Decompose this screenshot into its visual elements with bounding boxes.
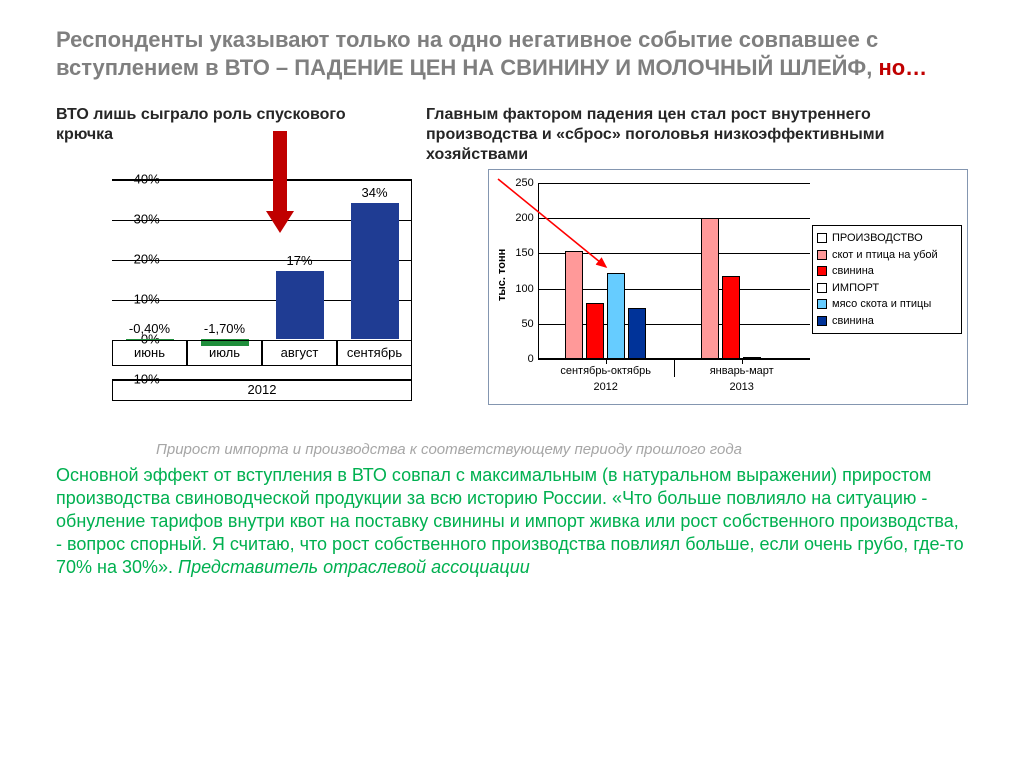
data-label: -1,70% [204,321,245,336]
caption-left: ВТО лишь сыграло роль спускового крючка [56,105,386,165]
arrow-diag-icon [488,169,688,314]
x-subcategory: 2013 [729,381,753,393]
data-label: 17% [286,253,312,268]
y-tick-label: 20% [134,252,160,267]
y-tick-label: 10% [134,292,160,307]
bar [276,271,324,339]
bar [764,358,782,360]
x-category: июль [187,340,262,366]
x-category: январь-март [710,365,774,377]
charts-row: -10%0%10%20%30%40%-0,40%-1,70%17%34%июнь… [56,169,968,439]
x-category: август [262,340,337,366]
bar [351,203,399,339]
bar [628,308,646,359]
body-attribution: Представитель отраслевой ассоциации [178,557,530,577]
right-bar-chart: 050100150200250тыс. тоннсентябрь-октябрь… [488,169,968,439]
bar [743,357,761,359]
data-label: -0,40% [129,321,170,336]
x-subcategory: 2012 [593,381,617,393]
legend-item: мясо скота и птицы [817,296,957,313]
left-bar-chart: -10%0%10%20%30%40%-0,40%-1,70%17%34%июнь… [56,169,468,439]
headline: Респонденты указывают только на одно нег… [56,26,968,81]
headline-no: но… [878,55,927,80]
legend-item: скот и птица на убой [817,247,957,264]
y-tick-label: 0 [502,353,534,365]
x-category: сентябрь-октябрь [560,365,651,377]
caption-right: Главным фактором падения цен стал рост в… [426,105,968,165]
legend-item: свинина [817,263,957,280]
bar [701,218,719,359]
x-group-label: 2012 [112,379,412,401]
x-category: сентябрь [337,340,412,366]
legend-header: ПРОИЗВОДСТВО [817,230,957,247]
x-category: июнь [112,340,187,366]
y-tick-label: 30% [134,212,160,227]
headline-main: Респонденты указывают только на одно нег… [56,27,878,80]
body-paragraph: Основной эффект от вступления в ВТО совп… [56,464,968,579]
captions-row: ВТО лишь сыграло роль спускового крючка … [56,105,968,165]
legend-item: свинина [817,313,957,330]
charts-subcaption: Прирост импорта и производства к соответ… [156,441,968,458]
y-tick-label: 40% [134,172,160,187]
bar [722,276,740,359]
legend-header: ИМПОРТ [817,280,957,297]
y-tick-label: 50 [502,318,534,330]
data-label: 34% [361,185,387,200]
legend: ПРОИЗВОДСТВОскот и птица на убойсвининаИ… [812,225,962,334]
